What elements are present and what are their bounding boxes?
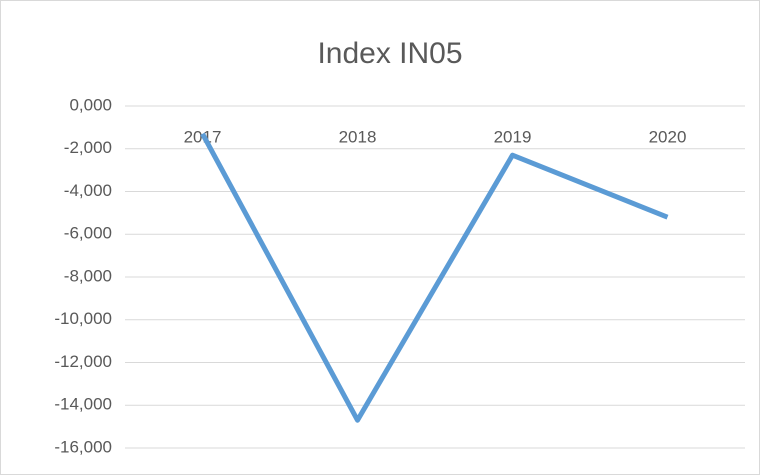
chart-title: Index IN05 — [317, 37, 462, 70]
y-tick-label: -10,000 — [54, 309, 112, 328]
y-tick-label: -8,000 — [64, 266, 112, 285]
y-tick-label: -6,000 — [64, 224, 112, 243]
x-tick-label: 2019 — [494, 127, 532, 146]
data-line — [200, 132, 669, 423]
y-tick-label: -2,000 — [64, 138, 112, 157]
y-tick-label: 0,000 — [69, 95, 112, 114]
y-tick-label: -14,000 — [54, 395, 112, 414]
y-tick-label: -16,000 — [54, 437, 112, 456]
x-tick-label: 2020 — [649, 127, 687, 146]
y-tick-label: -4,000 — [64, 181, 112, 200]
x-tick-label: 2018 — [339, 127, 377, 146]
y-tick-label: -12,000 — [54, 352, 112, 371]
